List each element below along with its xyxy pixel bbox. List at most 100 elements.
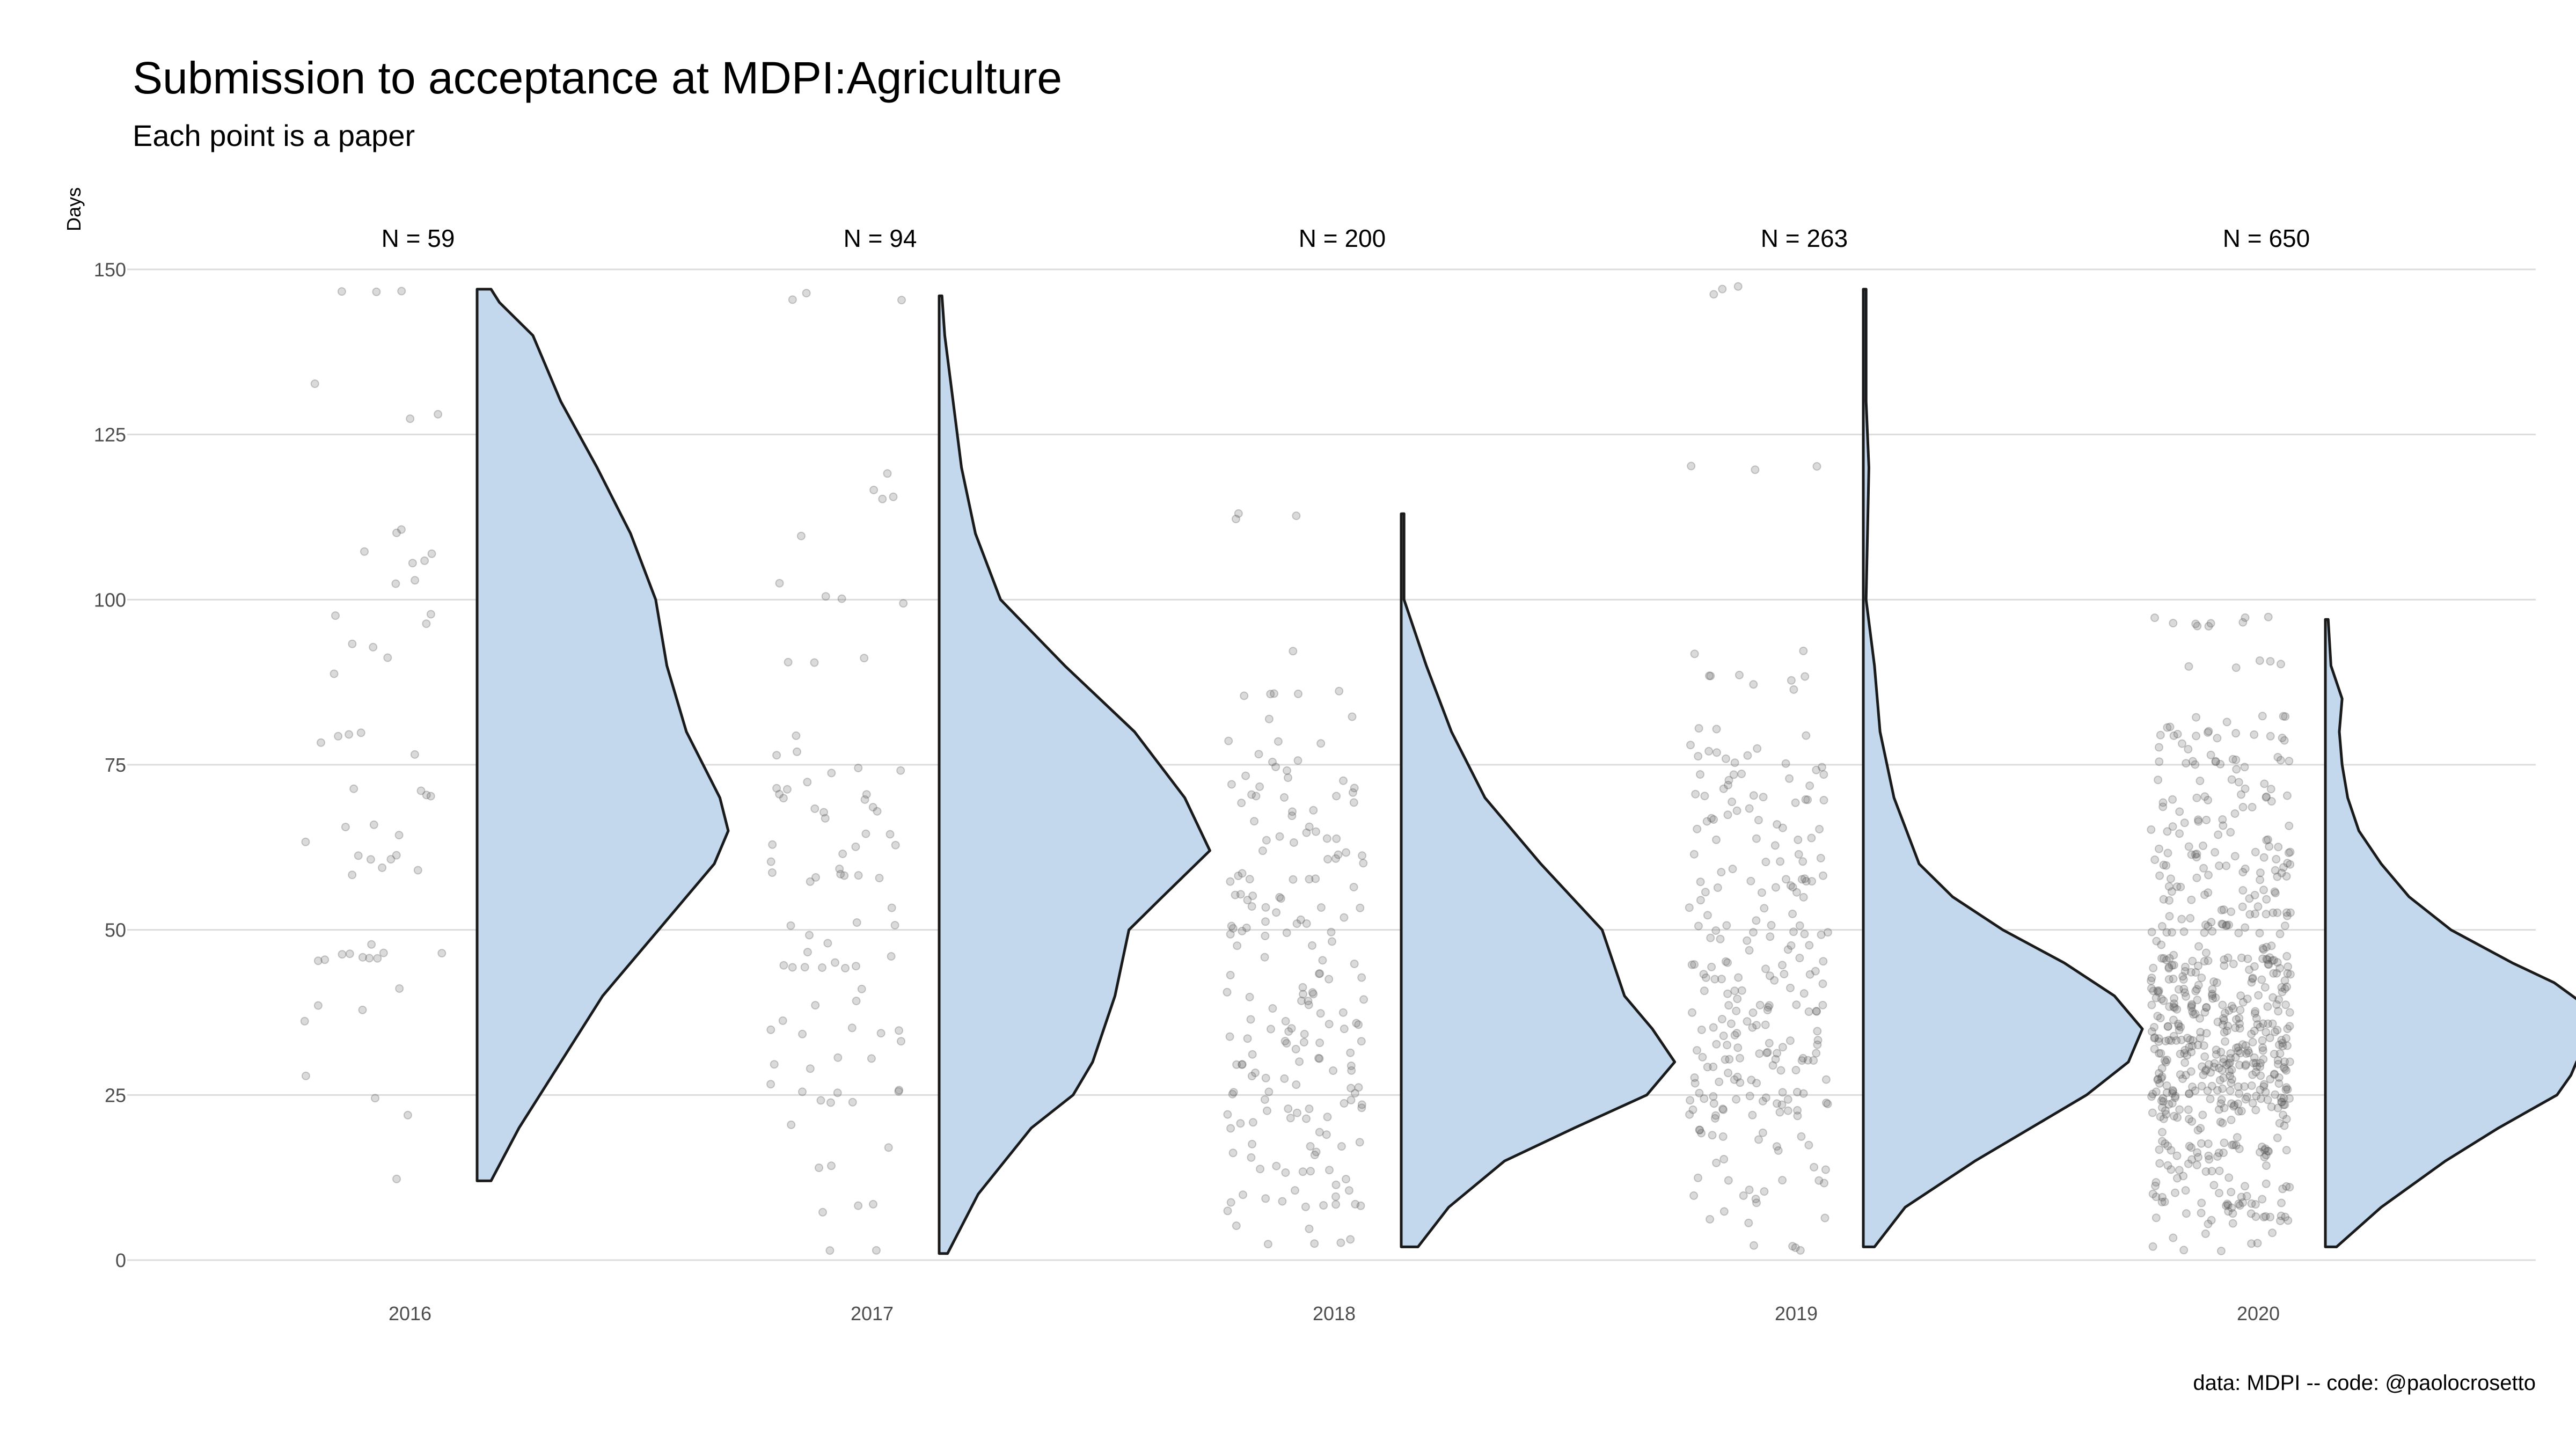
- point: [1710, 1114, 1719, 1123]
- point: [2147, 974, 2156, 983]
- point: [1322, 1130, 1331, 1139]
- point: [2161, 1058, 2170, 1067]
- point: [1732, 1006, 1741, 1015]
- point: [2285, 821, 2294, 830]
- point: [1324, 975, 1334, 984]
- point: [2187, 1003, 2196, 1012]
- point: [1294, 689, 1302, 698]
- point: [1718, 284, 1727, 294]
- point: [2163, 1161, 2172, 1170]
- point: [1729, 770, 1738, 779]
- point: [2179, 927, 2189, 936]
- point: [2200, 1008, 2209, 1017]
- point: [386, 855, 396, 864]
- point: [2191, 619, 2200, 628]
- point: [2247, 1029, 2256, 1038]
- point: [2249, 1058, 2258, 1067]
- point: [1252, 792, 1261, 801]
- point: [2186, 968, 2196, 977]
- point: [1228, 1089, 1237, 1099]
- point: [2207, 918, 2216, 927]
- point: [2282, 872, 2291, 881]
- point: [840, 871, 849, 880]
- point: [2159, 996, 2168, 1005]
- point: [1705, 671, 1714, 680]
- point: [1232, 1221, 1241, 1230]
- point: [1783, 945, 1792, 954]
- point: [2270, 1027, 2279, 1036]
- point: [1771, 1055, 1780, 1064]
- point: [1357, 1100, 1366, 1109]
- point: [1789, 927, 1798, 936]
- point: [2151, 1192, 2161, 1202]
- point: [2147, 927, 2156, 936]
- point: [887, 903, 896, 912]
- point: [367, 940, 376, 949]
- point: [1723, 958, 1732, 967]
- point: [872, 1246, 881, 1255]
- point: [1296, 915, 1305, 924]
- point: [1767, 921, 1776, 930]
- point: [796, 531, 806, 540]
- point: [2237, 1192, 2246, 1202]
- point: [2241, 1182, 2249, 1191]
- point: [1700, 986, 1709, 996]
- point: [2261, 1088, 2270, 1096]
- point: [2245, 894, 2254, 903]
- point: [2238, 1198, 2248, 1207]
- point: [406, 414, 415, 423]
- point: [811, 1001, 820, 1010]
- point: [1292, 1080, 1301, 1089]
- point: [1770, 976, 1779, 985]
- point: [1690, 960, 1699, 969]
- point: [2275, 930, 2285, 939]
- point: [2262, 836, 2271, 845]
- point: [2262, 1151, 2271, 1160]
- point: [2247, 1239, 2256, 1248]
- point: [2241, 1041, 2250, 1050]
- point: [1795, 954, 1804, 963]
- point: [1760, 904, 1769, 913]
- point: [2176, 882, 2185, 891]
- point: [345, 949, 354, 958]
- point: [392, 528, 401, 537]
- point: [2253, 902, 2263, 911]
- point: [1799, 646, 1808, 655]
- point: [1293, 756, 1302, 765]
- point: [2279, 863, 2288, 872]
- point: [2277, 660, 2285, 669]
- point: [2194, 815, 2202, 824]
- point: [2226, 1058, 2235, 1067]
- point: [2232, 1015, 2241, 1024]
- point: [2267, 1102, 2276, 1111]
- point: [2241, 613, 2250, 622]
- point: [1231, 890, 1240, 899]
- point: [775, 789, 784, 799]
- point: [1812, 1007, 1821, 1016]
- point: [1318, 956, 1327, 965]
- point: [1805, 941, 1814, 950]
- point: [2157, 940, 2166, 949]
- point: [1302, 919, 1311, 928]
- point: [1284, 1104, 1293, 1113]
- point: [1818, 1000, 1827, 1009]
- point: [2204, 795, 2213, 804]
- point: [1697, 1129, 1706, 1138]
- year-groups: N = 59 N = 94 N = 200 N = 263 N = 650: [300, 224, 2576, 1255]
- point: [2194, 817, 2203, 826]
- point: [836, 869, 845, 879]
- point: [857, 984, 866, 993]
- point: [2155, 871, 2164, 880]
- point: [1778, 1043, 1787, 1052]
- point: [2227, 907, 2236, 916]
- point: [816, 1096, 825, 1105]
- point: [1331, 1200, 1341, 1209]
- point: [2232, 1043, 2241, 1052]
- y-axis-ticks: 0 25 50 75 100 125 150: [94, 259, 126, 1271]
- point: [348, 870, 357, 880]
- point: [2157, 1074, 2166, 1083]
- point: [394, 831, 404, 840]
- point: [1809, 1056, 1818, 1065]
- point: [2163, 1141, 2172, 1151]
- point: [2174, 985, 2183, 994]
